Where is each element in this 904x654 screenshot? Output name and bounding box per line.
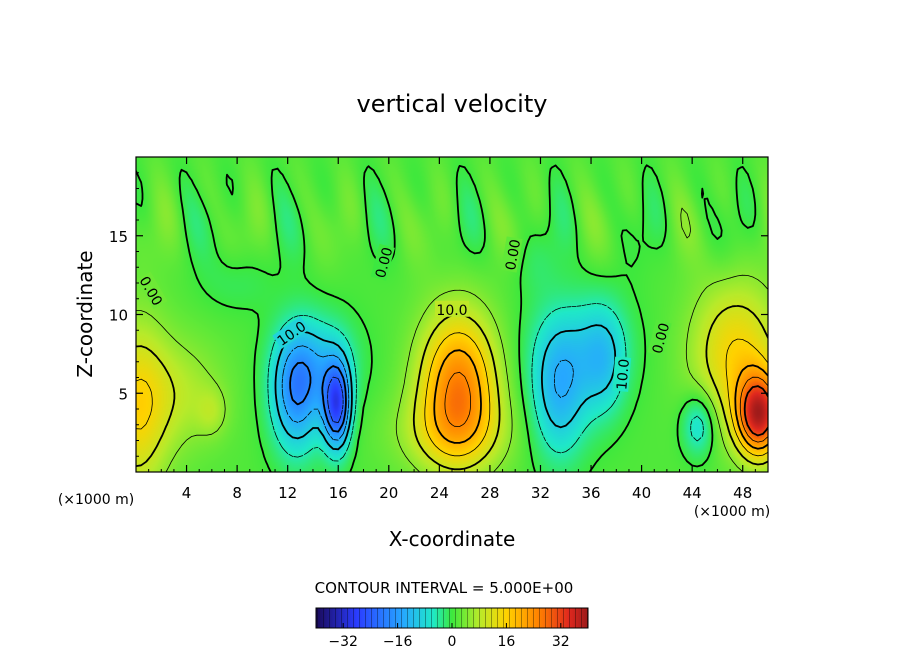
contour-label: 10.0 bbox=[436, 303, 467, 319]
y-tick-label: 5 bbox=[118, 385, 128, 403]
x-tick-label: 44 bbox=[683, 484, 702, 502]
contour-label: 10.0 bbox=[614, 358, 633, 390]
contour-level bbox=[281, 345, 574, 441]
contour-level bbox=[433, 349, 768, 450]
contour-label-background bbox=[272, 316, 310, 349]
contour-label-background bbox=[612, 356, 632, 392]
x-tick-label: 36 bbox=[581, 484, 600, 502]
x-tick-label: 40 bbox=[632, 484, 651, 502]
colorbar-ticks: −32 −16 0 16 32 bbox=[328, 623, 570, 650]
contour-level bbox=[267, 303, 704, 462]
colorbar: −32 −16 0 16 32 bbox=[315, 607, 589, 650]
x-tick-label: 16 bbox=[329, 484, 348, 502]
contour-level bbox=[444, 371, 768, 443]
x-tick-label: 8 bbox=[232, 484, 242, 502]
chart-title: vertical velocity bbox=[357, 90, 548, 118]
contour-level bbox=[743, 385, 768, 437]
x-tick-label: 12 bbox=[278, 484, 297, 502]
contour-level bbox=[327, 376, 344, 423]
x-axis-label: X-coordinate bbox=[389, 527, 516, 551]
contour-lines bbox=[136, 164, 768, 472]
y-axis-ticks: 5 10 15 bbox=[109, 172, 768, 457]
y-tick-label: 15 bbox=[109, 228, 128, 246]
contour-label-background bbox=[136, 271, 168, 310]
x-tick-label: 32 bbox=[531, 484, 550, 502]
x-tick-label: 48 bbox=[733, 484, 752, 502]
contour-label-background bbox=[435, 300, 469, 317]
contour-label: 0.00 bbox=[503, 238, 524, 271]
contour-level bbox=[289, 361, 347, 433]
y-axis-label: Z-coordinate bbox=[73, 250, 97, 377]
contour-label-background bbox=[500, 236, 523, 273]
x-tick-label: 24 bbox=[430, 484, 449, 502]
contour-level bbox=[136, 305, 768, 471]
y-tick-label: 10 bbox=[109, 307, 128, 325]
colorbar-tick-label: −32 bbox=[328, 634, 358, 650]
colorbar-hatch bbox=[316, 608, 588, 628]
x-axis-ticks: 4 8 12 16 20 24 28 32 36 40 44 48 bbox=[148, 157, 756, 502]
colorbar-tick-label: 0 bbox=[448, 634, 457, 650]
contour-label: 0.00 bbox=[373, 246, 397, 280]
x-tick-label: 4 bbox=[182, 484, 192, 502]
x-unit-left: (×1000 m) bbox=[58, 492, 134, 508]
contour-level bbox=[136, 332, 768, 457]
x-tick-label: 20 bbox=[379, 484, 398, 502]
x-tick-label: 28 bbox=[480, 484, 499, 502]
x-unit-right: (×1000 m) bbox=[694, 504, 770, 520]
contour-interval-label: CONTOUR INTERVAL = 5.000E+00 bbox=[315, 579, 574, 597]
colorbar-tick-label: 32 bbox=[552, 634, 570, 650]
contour-label: 0.00 bbox=[650, 321, 674, 355]
contour-label-background bbox=[370, 243, 395, 281]
colorbar-tick-label: −16 bbox=[383, 634, 413, 650]
contour-label-background bbox=[647, 319, 672, 357]
colorbar-tick-label: 16 bbox=[497, 634, 515, 650]
